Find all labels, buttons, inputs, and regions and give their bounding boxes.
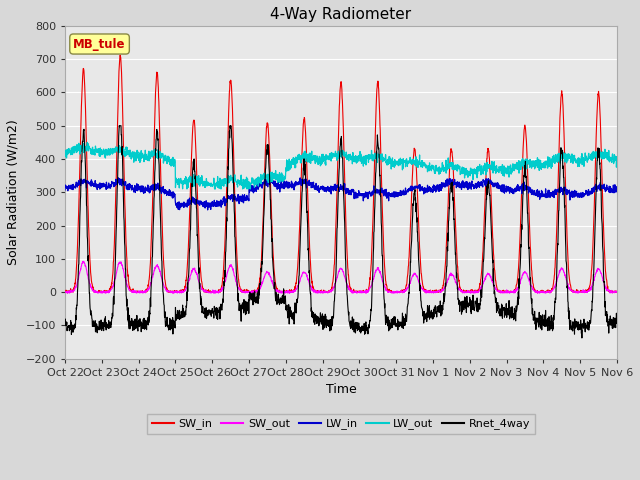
Legend: SW_in, SW_out, LW_in, LW_out, Rnet_4way: SW_in, SW_out, LW_in, LW_out, Rnet_4way bbox=[147, 414, 535, 434]
Y-axis label: Solar Radiation (W/m2): Solar Radiation (W/m2) bbox=[7, 120, 20, 265]
X-axis label: Time: Time bbox=[326, 383, 356, 396]
Title: 4-Way Radiometer: 4-Way Radiometer bbox=[271, 7, 412, 22]
Text: MB_tule: MB_tule bbox=[74, 37, 126, 50]
